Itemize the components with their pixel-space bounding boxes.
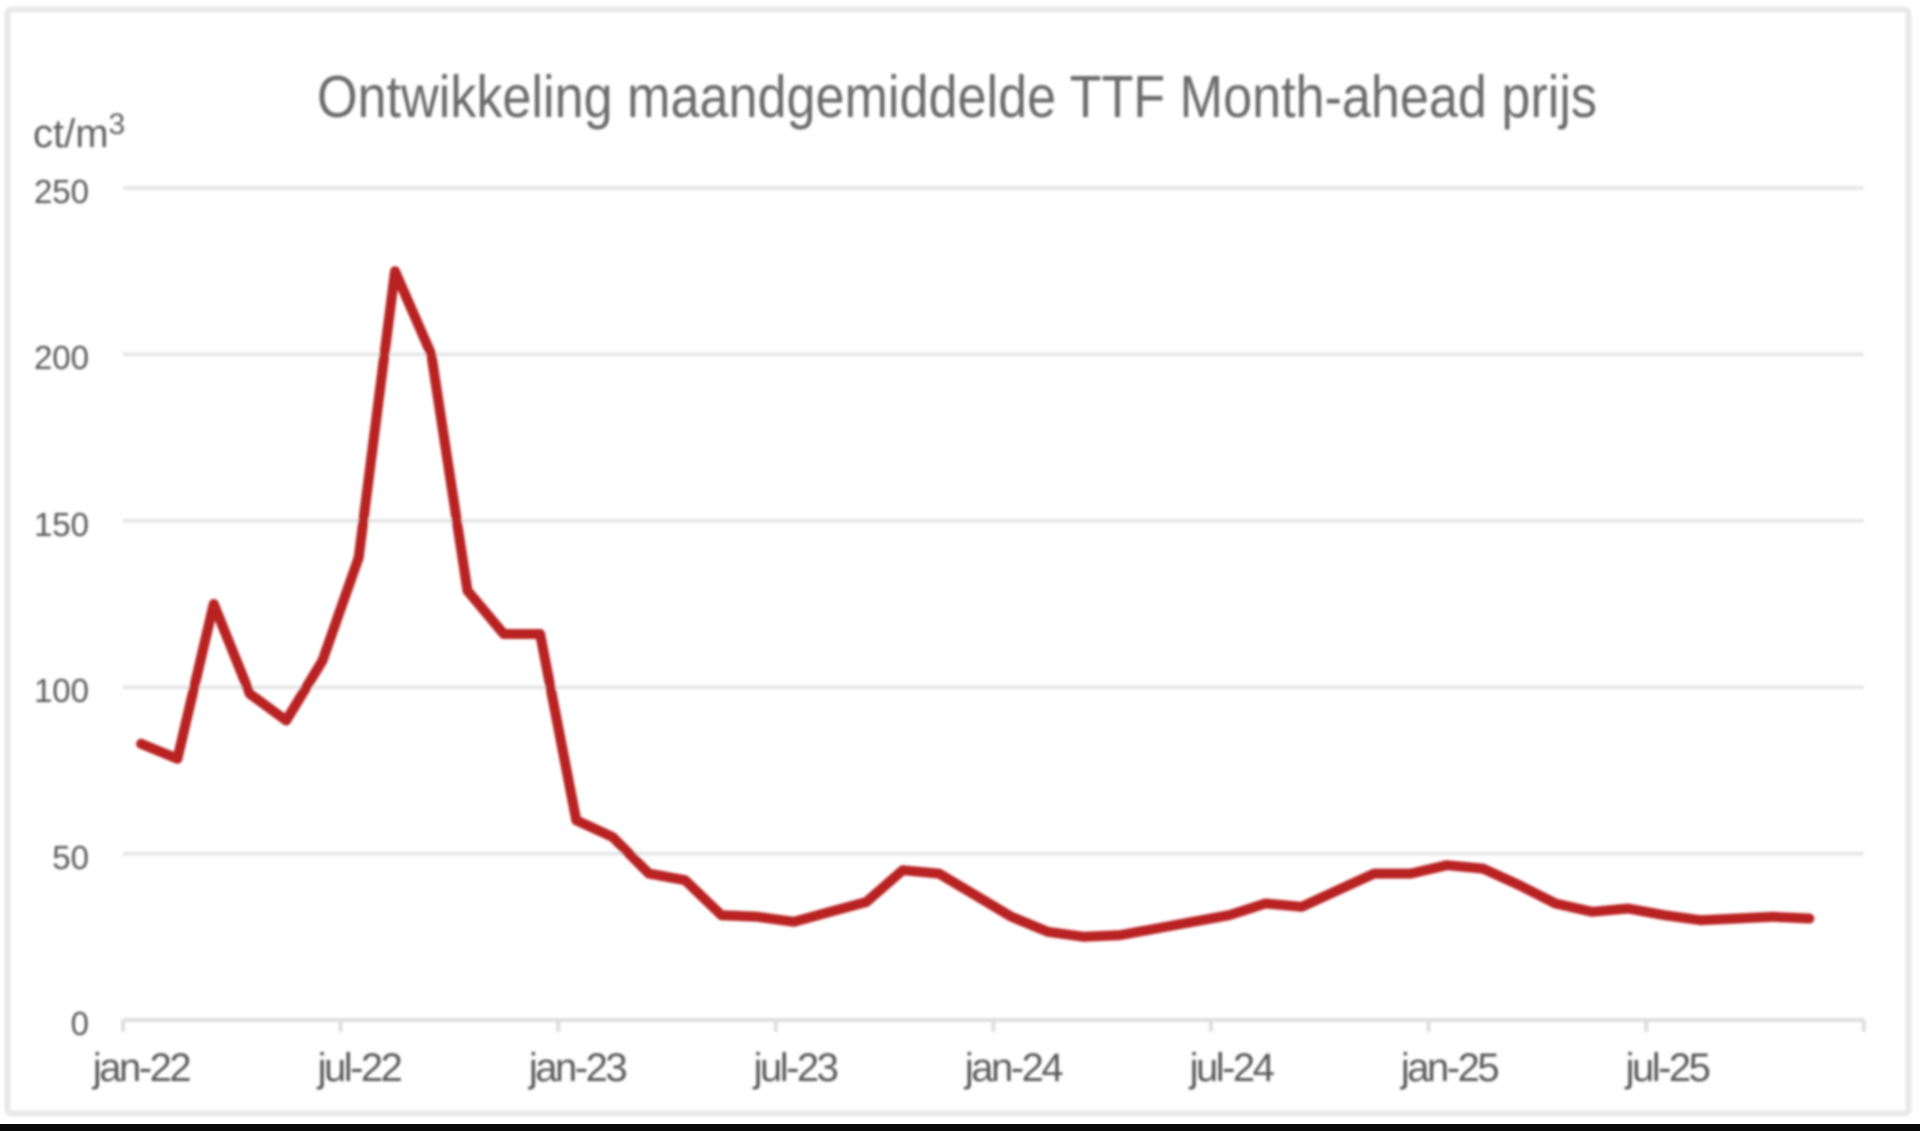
svg-text:jan-22: jan-22 xyxy=(92,1046,190,1090)
svg-text:100: 100 xyxy=(34,672,89,709)
svg-text:jul-24: jul-24 xyxy=(1189,1046,1275,1090)
svg-text:jan-25: jan-25 xyxy=(1400,1046,1498,1090)
svg-text:jan-23: jan-23 xyxy=(528,1046,626,1090)
svg-text:250: 250 xyxy=(34,173,89,210)
svg-text:Ontwikkeling maandgemiddelde T: Ontwikkeling maandgemiddelde TTF Month-a… xyxy=(317,64,1597,130)
svg-text:jul-25: jul-25 xyxy=(1625,1046,1710,1090)
svg-text:50: 50 xyxy=(52,839,89,876)
svg-text:jan-24: jan-24 xyxy=(964,1046,1063,1090)
svg-text:200: 200 xyxy=(34,339,89,376)
svg-text:0: 0 xyxy=(71,1005,89,1042)
svg-text:150: 150 xyxy=(34,506,89,543)
svg-text:jul-23: jul-23 xyxy=(753,1046,838,1090)
svg-text:jul-22: jul-22 xyxy=(317,1046,402,1090)
